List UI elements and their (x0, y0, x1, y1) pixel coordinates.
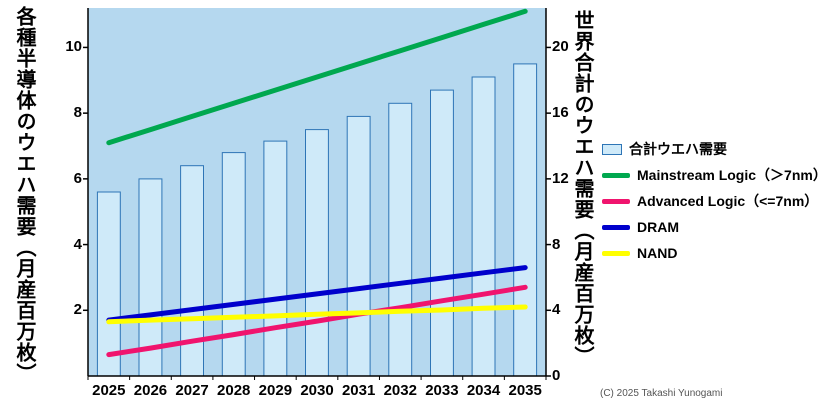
legend-item-2: Advanced Logic（<=7nm） (602, 188, 827, 214)
x-axis-tick-2031: 2031 (341, 382, 376, 399)
bar-2025 (96, 191, 121, 377)
legend-label: DRAM (637, 219, 679, 235)
legend-label: Advanced Logic（<=7nm） (637, 193, 819, 209)
legend-label: NAND (637, 245, 678, 261)
bar-2035 (513, 63, 538, 377)
x-axis-tick-2033: 2033 (425, 382, 459, 399)
legend-label: 合計ウエハ需要 (629, 141, 727, 157)
bar-2030 (305, 129, 329, 377)
chart-svg (83, 8, 551, 380)
legend-line-swatch (602, 198, 630, 204)
legend-item-1: Mainstream Logic（＞7nm） (602, 162, 827, 188)
x-axis-tick-2030: 2030 (300, 382, 334, 399)
legend-line-swatch (602, 172, 630, 178)
line-DRAM (106, 265, 528, 323)
left-axis-tick-6: 6 (73, 169, 82, 187)
right-axis-title: 世界合計のウエハ需要（月産百万枚） (571, 10, 593, 367)
right-axis-tick-16: 16 (552, 104, 569, 122)
x-axis-tick-2028: 2028 (217, 382, 251, 399)
x-axis-tick-2026: 2026 (133, 382, 168, 399)
bar-2033 (430, 89, 454, 377)
legend-item-4: NAND (602, 240, 827, 266)
left-axis-tick-10: 10 (65, 38, 82, 56)
bar-2031 (346, 115, 371, 377)
x-axis-tick-2034: 2034 (466, 382, 501, 399)
legend-line-swatch (602, 224, 630, 230)
left-axis-tick-8: 8 (73, 104, 82, 122)
bar-2028 (221, 152, 246, 377)
left-axis-title: 各種半導体のウエハ需要（月産百万枚） (13, 6, 35, 384)
plot-area (83, 8, 551, 380)
x-axis-tick-2035: 2035 (508, 382, 542, 399)
right-axis-tick-0: 0 (552, 367, 561, 384)
legend-label: Mainstream Logic（＞7nm） (637, 167, 827, 183)
legend-box-swatch (602, 143, 622, 155)
line-NAND (106, 304, 528, 325)
legend: 合計ウエハ需要 Mainstream Logic（＞7nm） Advanced Lo… (602, 136, 827, 266)
x-axis-tick-2027: 2027 (175, 382, 209, 399)
legend-line-swatch (602, 250, 630, 256)
copyright: (C) 2025 Takashi Yunogami (600, 388, 723, 399)
line-Advanced-Logic-7nm (106, 284, 528, 358)
left-axis-tick-4: 4 (73, 235, 82, 253)
right-axis-tick-20: 20 (552, 38, 569, 56)
bar-2034 (471, 76, 496, 377)
x-axis-tick-2025: 2025 (92, 382, 126, 399)
bar-2029 (263, 140, 288, 377)
legend-item-0: 合計ウエハ需要 (602, 136, 827, 162)
right-axis-tick-8: 8 (552, 235, 561, 253)
right-axis-tick-12: 12 (552, 169, 569, 187)
right-axis-tick-4: 4 (552, 301, 561, 319)
left-axis-tick-2: 2 (73, 301, 82, 319)
line-Mainstream-Logic-7nm (106, 8, 528, 146)
x-axis-tick-2029: 2029 (258, 382, 293, 399)
legend-item-3: DRAM (602, 214, 827, 240)
x-axis-tick-2032: 2032 (383, 382, 417, 399)
bar-2032 (388, 102, 413, 377)
